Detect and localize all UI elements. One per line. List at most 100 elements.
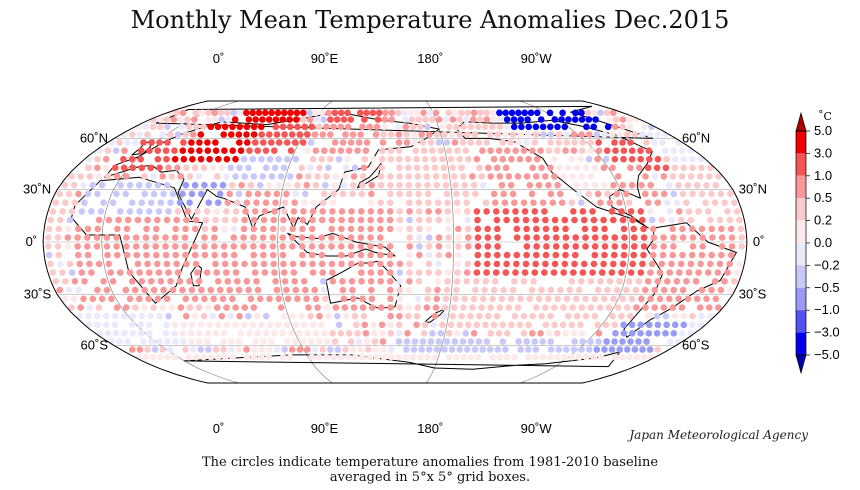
anomaly-circle bbox=[213, 269, 220, 276]
anomaly-circle bbox=[191, 181, 199, 189]
anomaly-circle bbox=[244, 139, 251, 146]
anomaly-circle bbox=[425, 216, 433, 224]
anomaly-circle bbox=[396, 225, 404, 233]
anomaly-circle bbox=[277, 304, 285, 311]
anomaly-circle bbox=[308, 225, 316, 233]
anomaly-circle bbox=[260, 338, 267, 345]
anomaly-circle bbox=[193, 123, 200, 131]
anomaly-circle bbox=[475, 338, 483, 345]
anomaly-circle bbox=[245, 312, 252, 320]
anomaly-circle bbox=[368, 286, 375, 294]
anomaly-circle bbox=[416, 234, 423, 241]
anomaly-circle bbox=[271, 147, 278, 154]
anomaly-circle bbox=[300, 199, 308, 206]
anomaly-circle bbox=[517, 346, 524, 353]
anomaly-circle bbox=[405, 286, 413, 294]
anomaly-circle bbox=[561, 216, 569, 224]
anomaly-circle bbox=[156, 123, 164, 131]
anomaly-circle bbox=[654, 321, 662, 329]
anomaly-circle bbox=[523, 243, 531, 250]
anomaly-circle bbox=[279, 353, 287, 361]
anomaly-circle bbox=[95, 216, 103, 224]
anomaly-circle bbox=[55, 251, 63, 259]
anomaly-circle bbox=[279, 251, 287, 259]
anomaly-circle bbox=[595, 139, 602, 146]
anomaly-circle bbox=[594, 155, 601, 163]
anomaly-circle bbox=[563, 139, 570, 146]
anomaly-circle bbox=[77, 304, 84, 311]
anomaly-circle bbox=[568, 321, 575, 329]
anomaly-circle bbox=[483, 208, 490, 215]
anomaly-circle bbox=[157, 278, 165, 285]
anomaly-circle bbox=[162, 251, 170, 259]
anomaly-circle bbox=[494, 346, 502, 353]
anomaly-circle bbox=[388, 109, 396, 117]
anomaly-circle bbox=[279, 330, 287, 337]
anomaly-circle bbox=[616, 278, 623, 285]
anomaly-circle bbox=[597, 109, 604, 117]
anomaly-circle bbox=[531, 208, 539, 215]
anomaly-circle bbox=[240, 155, 248, 163]
anomaly-circle bbox=[126, 269, 134, 276]
anomaly-circle bbox=[329, 208, 336, 215]
anomaly-circle bbox=[191, 116, 198, 123]
anomaly-circle bbox=[626, 116, 633, 123]
anomaly-circle bbox=[207, 286, 215, 294]
anomaly-circle bbox=[292, 286, 300, 294]
anomaly-circle bbox=[658, 260, 666, 268]
anomaly-circle bbox=[138, 278, 146, 285]
anomaly-circle bbox=[396, 260, 404, 268]
anomaly-circle bbox=[140, 139, 147, 146]
anomaly-circle bbox=[132, 139, 139, 146]
anomaly-circle bbox=[470, 295, 478, 303]
anomaly-circle bbox=[94, 164, 101, 172]
anomaly-circle bbox=[294, 181, 301, 189]
anomaly-circle bbox=[252, 338, 259, 345]
anomaly-circle bbox=[143, 251, 150, 259]
anomaly-circle bbox=[662, 312, 670, 320]
anomaly-circle bbox=[619, 216, 627, 224]
anomaly-circle bbox=[160, 190, 167, 198]
anomaly-circle bbox=[728, 234, 736, 241]
anomaly-circle bbox=[703, 295, 710, 303]
anomaly-circle bbox=[444, 269, 452, 276]
anomaly-circle bbox=[347, 243, 355, 250]
legend-under-arrow bbox=[795, 354, 807, 375]
anomaly-circle bbox=[377, 278, 385, 285]
anomaly-circle bbox=[214, 304, 221, 311]
anomaly-circle bbox=[463, 199, 471, 206]
anomaly-circle bbox=[532, 346, 540, 353]
anomaly-circle bbox=[312, 181, 320, 189]
anomaly-circle bbox=[680, 155, 688, 163]
anomaly-circle bbox=[482, 321, 489, 329]
anomaly-circle bbox=[179, 147, 187, 154]
anomaly-circle bbox=[474, 243, 482, 250]
anomaly-circle bbox=[388, 116, 395, 123]
anomaly-circle bbox=[300, 208, 307, 215]
anomaly-circle bbox=[85, 155, 93, 163]
anomaly-circle bbox=[454, 260, 462, 268]
anomaly-circle bbox=[75, 190, 82, 198]
anomaly-circle bbox=[174, 208, 182, 215]
anomaly-circle bbox=[630, 225, 637, 233]
anomaly-circle bbox=[357, 243, 365, 250]
anomaly-circle bbox=[217, 109, 225, 117]
anomaly-circle bbox=[414, 304, 422, 311]
anomaly-circle bbox=[697, 260, 704, 268]
anomaly-circle bbox=[405, 312, 412, 320]
anomaly-circle bbox=[293, 116, 300, 123]
anomaly-circle bbox=[271, 208, 278, 215]
anomaly-circle bbox=[579, 269, 587, 276]
anomaly-circle bbox=[653, 330, 661, 337]
anomaly-circle bbox=[717, 190, 725, 198]
anomaly-circle bbox=[179, 330, 187, 337]
anomaly-circle bbox=[292, 155, 300, 163]
anomaly-circle bbox=[197, 131, 205, 138]
anomaly-circle bbox=[259, 173, 267, 180]
anomaly-circle bbox=[338, 216, 345, 224]
anomaly-circle bbox=[271, 269, 278, 276]
anomaly-circle bbox=[507, 181, 515, 189]
anomaly-circle bbox=[485, 164, 492, 172]
anomaly-circle bbox=[558, 116, 565, 123]
anomaly-circle bbox=[716, 260, 724, 268]
